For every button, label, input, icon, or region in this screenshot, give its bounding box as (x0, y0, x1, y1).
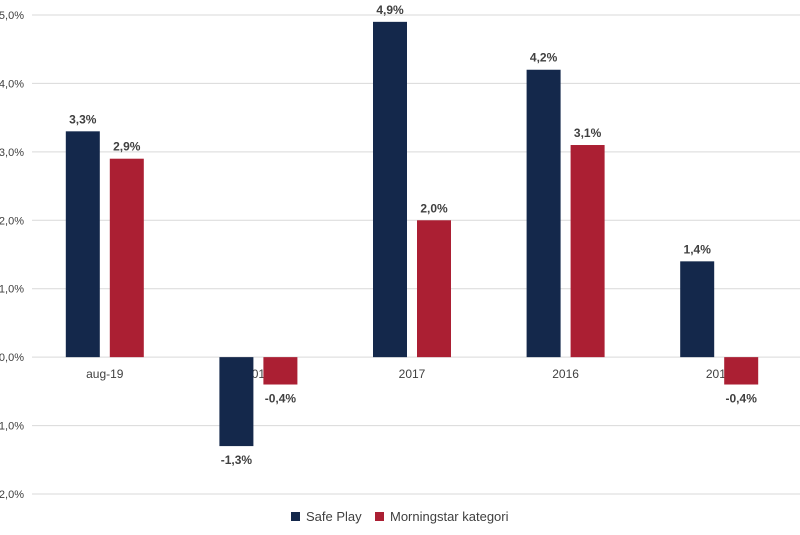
legend: Safe Play Morningstar kategori (291, 509, 509, 524)
x-category-label: 2017 (399, 367, 426, 381)
bar (373, 22, 407, 357)
x-category-label: aug-19 (86, 367, 124, 381)
legend-swatch (291, 512, 300, 521)
y-tick-label: 3,0% (0, 147, 24, 159)
bar (417, 220, 451, 357)
data-label: 4,9% (376, 3, 404, 17)
bar (571, 145, 605, 357)
y-tick-label: 1,0% (0, 284, 24, 296)
y-tick-label: 2,0% (0, 215, 24, 227)
data-label: 4,2% (530, 51, 558, 65)
bar (110, 159, 144, 357)
bar (680, 261, 714, 357)
legend-swatch (375, 512, 384, 521)
legend-label: Morningstar kategori (390, 509, 509, 524)
y-tick-label: 4,0% (0, 78, 24, 90)
bar (527, 70, 561, 357)
bar (263, 357, 297, 384)
data-label: -1,3% (221, 453, 253, 467)
data-label: 2,0% (420, 201, 448, 215)
legend-label: Safe Play (306, 509, 362, 524)
data-label: 3,3% (69, 112, 97, 126)
data-label: -0,4% (265, 392, 297, 406)
data-label: 1,4% (684, 242, 712, 256)
y-tick-label: 1,0% (0, 421, 24, 433)
data-label: -0,4% (726, 392, 758, 406)
bar (66, 131, 100, 357)
bar (724, 357, 758, 384)
data-label: 3,1% (574, 126, 602, 140)
x-category-label: 2016 (552, 367, 579, 381)
y-tick-label: 2,0% (0, 489, 24, 501)
data-label: 2,9% (113, 140, 141, 154)
bars (66, 22, 758, 446)
y-tick-label: 5,0% (0, 10, 24, 22)
y-tick-label: 0,0% (0, 352, 24, 364)
bar (219, 357, 253, 446)
